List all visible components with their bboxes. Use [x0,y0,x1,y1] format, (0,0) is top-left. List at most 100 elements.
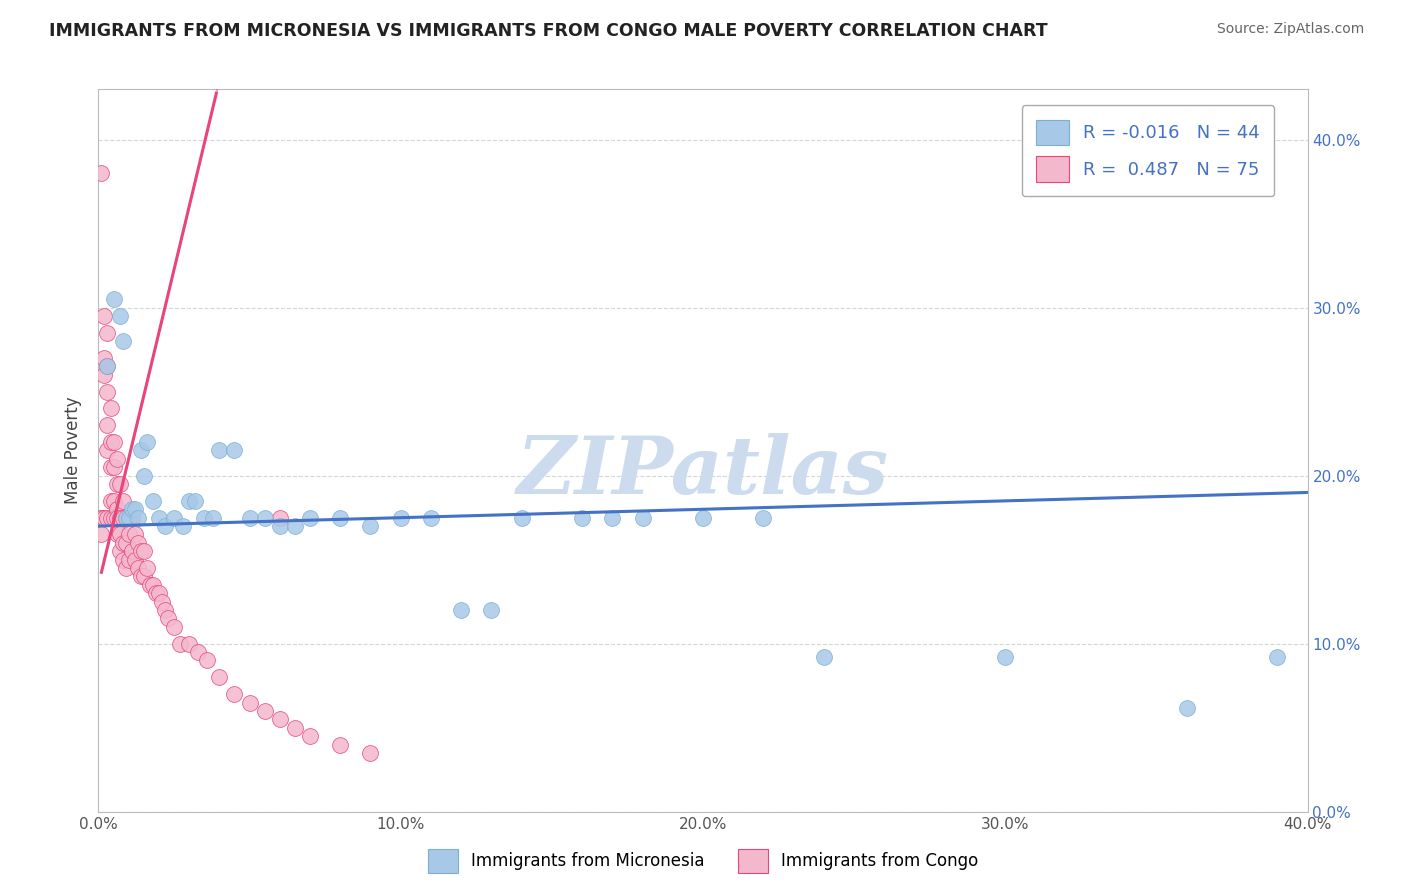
Point [108,477,131,491]
Point [752,510,775,524]
Point [510,510,533,524]
Point [111,334,134,349]
Point [208,443,231,458]
Point [108,527,131,541]
Point [111,510,134,524]
Point [93,368,115,382]
Point [284,721,307,735]
Point [420,510,443,524]
Point [269,510,291,524]
Point [118,527,141,541]
Point [299,729,322,743]
Point [127,510,149,524]
Point [994,650,1017,665]
Point [103,435,125,450]
Point [269,712,291,726]
Point [179,494,201,508]
Point [169,637,191,651]
Point [100,401,122,416]
Point [239,510,262,524]
Point [329,738,352,752]
Point [224,687,246,701]
Point [129,443,152,458]
Point [90,527,112,541]
Text: Source: ZipAtlas.com: Source: ZipAtlas.com [1216,22,1364,37]
Point [96,510,118,524]
Point [1267,650,1289,665]
Point [127,561,149,575]
Point [631,510,654,524]
Point [602,510,624,524]
Point [105,502,128,516]
Point [124,502,146,516]
Point [179,637,201,651]
Point [100,494,122,508]
Point [121,510,143,524]
Point [172,519,194,533]
Point [96,359,118,374]
Point [93,351,115,365]
Point [329,510,352,524]
Point [100,460,122,475]
Point [121,502,143,516]
Point [111,536,134,550]
Point [103,510,125,524]
Point [96,384,118,399]
Legend: R = -0.016   N = 44, R =  0.487   N = 75: R = -0.016 N = 44, R = 0.487 N = 75 [1022,105,1274,196]
Point [208,670,231,684]
Point [90,166,112,180]
Point [118,510,141,524]
Point [148,510,170,524]
Point [692,510,714,524]
Point [105,477,128,491]
Point [253,510,276,524]
Text: ZIPatlas: ZIPatlas [517,434,889,511]
Legend: Immigrants from Micronesia, Immigrants from Congo: Immigrants from Micronesia, Immigrants f… [420,842,986,880]
Point [108,309,131,323]
Point [114,510,136,524]
Point [108,510,131,524]
Y-axis label: Male Poverty: Male Poverty [65,397,83,504]
Point [163,510,186,524]
Point [571,510,593,524]
Point [114,510,136,524]
Point [299,510,322,524]
Point [103,460,125,475]
Point [389,510,412,524]
Point [121,544,143,558]
Point [195,653,218,667]
Point [96,443,118,458]
Point [450,603,472,617]
Point [360,519,382,533]
Point [156,611,179,625]
Point [124,552,146,566]
Point [284,519,307,533]
Point [239,696,262,710]
Point [105,527,128,541]
Point [93,309,115,323]
Point [184,494,207,508]
Point [132,569,155,583]
Point [111,552,134,566]
Point [103,494,125,508]
Point [127,536,149,550]
Point [145,586,167,600]
Point [114,536,136,550]
Point [187,645,209,659]
Text: IMMIGRANTS FROM MICRONESIA VS IMMIGRANTS FROM CONGO MALE POVERTY CORRELATION CHA: IMMIGRANTS FROM MICRONESIA VS IMMIGRANTS… [49,22,1047,40]
Point [124,527,146,541]
Point [163,620,186,634]
Point [481,603,503,617]
Point [114,561,136,575]
Point [129,544,152,558]
Point [135,561,157,575]
Point [135,435,157,450]
Point [100,435,122,450]
Point [105,510,128,524]
Point [96,418,118,433]
Point [253,704,276,718]
Point [224,443,246,458]
Point [96,326,118,340]
Point [142,494,165,508]
Point [129,569,152,583]
